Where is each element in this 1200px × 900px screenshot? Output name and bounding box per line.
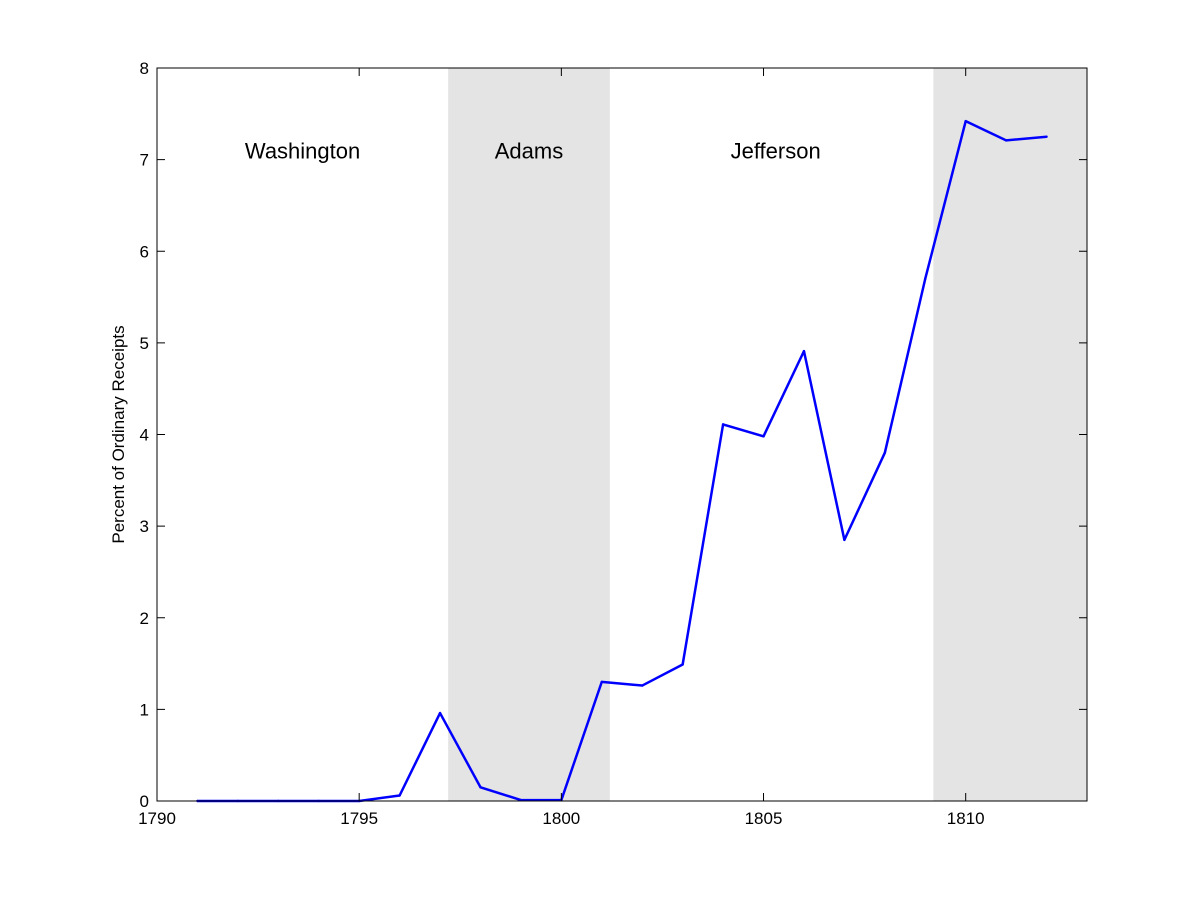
series-lines <box>196 119 1048 803</box>
data-point-1804 <box>721 423 725 426</box>
x-tick-label-1795: 1795 <box>340 809 378 828</box>
data-point-1811 <box>1004 139 1008 142</box>
data-point-1801 <box>600 680 603 684</box>
y-axis-label: Percent of Ordinary Receipts <box>109 325 128 543</box>
shaded-region-0 <box>448 68 610 801</box>
y-tick-label-4: 4 <box>140 426 149 445</box>
x-tick-label-1800: 1800 <box>542 809 580 828</box>
y-tick-label-1: 1 <box>140 700 149 719</box>
annotation-washington: Washington <box>245 138 360 163</box>
x-tick-label-1790: 1790 <box>138 809 176 828</box>
data-point-1802 <box>641 684 644 687</box>
y-tick-label-6: 6 <box>140 242 149 261</box>
data-point-1797 <box>438 711 442 715</box>
data-point-1809 <box>924 277 927 280</box>
axis-ticks: 1790 1795 1800 1805 1810 0 1 2 3 4 5 6 7 8 <box>138 59 1087 828</box>
data-point-1796 <box>398 794 401 797</box>
data-point-1805 <box>762 435 765 438</box>
data-point-1803 <box>681 663 684 666</box>
shaded-region-1 <box>933 68 1087 801</box>
y-tick-label-5: 5 <box>140 334 149 353</box>
y-tick-label-3: 3 <box>140 517 149 536</box>
series-line-0 <box>197 119 1047 803</box>
data-point-1806 <box>802 349 806 353</box>
term-annotations: Washington Adams Jefferson <box>245 138 821 163</box>
y-tick-label-8: 8 <box>140 59 149 78</box>
y-tick-label-7: 7 <box>140 151 149 170</box>
y-tick-label-2: 2 <box>140 609 149 628</box>
x-tick-label-1805: 1805 <box>745 809 783 828</box>
y-tick-label-0: 0 <box>140 792 149 811</box>
shaded-regions <box>448 68 1087 801</box>
x-tick-label-1810: 1810 <box>947 809 985 828</box>
data-point-1807 <box>843 538 846 542</box>
data-point-1810 <box>964 119 967 123</box>
data-point-1808 <box>883 451 887 455</box>
data-point-1798 <box>479 786 482 789</box>
data-point-1812 <box>1045 135 1048 138</box>
annotation-jefferson: Jefferson <box>731 138 821 163</box>
annotation-adams: Adams <box>495 138 563 163</box>
